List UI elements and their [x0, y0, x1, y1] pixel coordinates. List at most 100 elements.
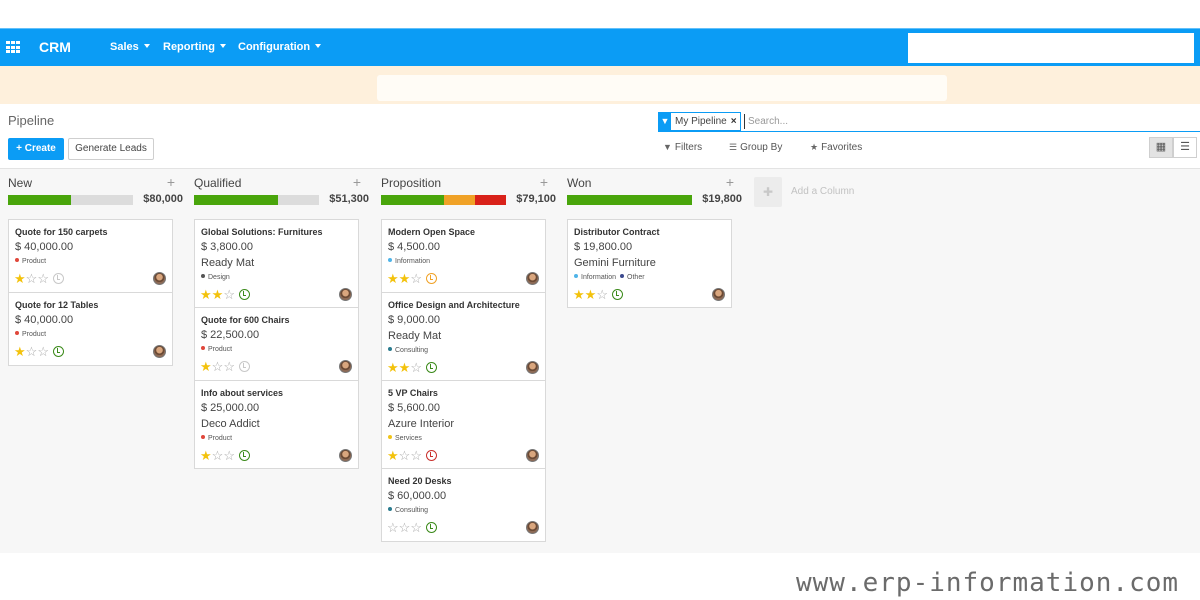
priority-stars[interactable]: ★☆☆: [14, 345, 64, 358]
priority-stars[interactable]: ★☆☆: [387, 449, 437, 462]
star-icon[interactable]: ★: [387, 360, 399, 375]
activity-clock-icon[interactable]: [425, 273, 437, 284]
lead-card[interactable]: Modern Open Space $ 4,500.00 Information ★★…: [381, 219, 546, 293]
kanban-view-button[interactable]: ▦: [1149, 137, 1173, 158]
star-icon[interactable]: ★: [398, 271, 411, 286]
star-icon[interactable]: ☆: [410, 448, 422, 463]
lead-card[interactable]: Need 20 Desks $ 60,000.00 Consulting ☆☆☆: [381, 468, 546, 542]
star-icon[interactable]: ★: [200, 287, 212, 302]
star-icon[interactable]: ★: [14, 271, 26, 286]
lead-card[interactable]: Distributor Contract $ 19,800.00 Gemini Fu…: [567, 219, 732, 308]
app-brand[interactable]: CRM: [39, 39, 71, 55]
star-icon[interactable]: ☆: [25, 271, 38, 286]
progress-segment[interactable]: [8, 195, 71, 205]
plus-icon[interactable]: ✚: [754, 177, 782, 207]
star-icon[interactable]: ☆: [410, 271, 422, 286]
priority-stars[interactable]: ★☆☆: [200, 449, 250, 462]
column-progress-bar[interactable]: [194, 195, 319, 205]
search-input[interactable]: [748, 113, 1188, 129]
priority-stars[interactable]: ★☆☆: [200, 360, 250, 373]
avatar[interactable]: [526, 521, 539, 534]
quick-create-icon[interactable]: +: [166, 174, 175, 190]
search-facet[interactable]: ▼ My Pipeline ×: [658, 112, 741, 131]
star-icon[interactable]: ☆: [37, 344, 49, 359]
star-icon[interactable]: ☆: [398, 448, 411, 463]
star-icon[interactable]: ☆: [398, 520, 411, 535]
menu-sales[interactable]: Sales: [110, 41, 150, 53]
avatar[interactable]: [526, 272, 539, 285]
star-icon[interactable]: ☆: [223, 359, 235, 374]
filters-button[interactable]: ▼ Filters: [663, 142, 703, 153]
priority-stars[interactable]: ★★☆: [200, 288, 250, 301]
star-icon[interactable]: ☆: [25, 344, 38, 359]
column-progress-bar[interactable]: [381, 195, 506, 205]
priority-stars[interactable]: ★★☆: [387, 361, 437, 374]
star-icon[interactable]: ★: [14, 344, 26, 359]
progress-segment[interactable]: [567, 195, 692, 205]
favorites-button[interactable]: ★ Favorites: [810, 142, 863, 153]
column-progress-bar[interactable]: [567, 195, 692, 205]
star-icon[interactable]: ☆: [410, 360, 422, 375]
avatar[interactable]: [526, 449, 539, 462]
priority-stars[interactable]: ★☆☆: [14, 272, 64, 285]
star-icon[interactable]: ★: [573, 287, 585, 302]
star-icon[interactable]: ★: [211, 287, 224, 302]
quick-create-icon[interactable]: +: [352, 174, 361, 190]
create-button[interactable]: + Create: [8, 138, 64, 160]
activity-clock-icon[interactable]: [52, 346, 64, 357]
lead-card[interactable]: Global Solutions: Furnitures $ 3,800.00 Re…: [194, 219, 359, 308]
star-icon[interactable]: ★: [398, 360, 411, 375]
column-progress-bar[interactable]: [8, 195, 133, 205]
apps-grid-icon[interactable]: [6, 41, 20, 53]
avatar[interactable]: [153, 272, 166, 285]
lead-card[interactable]: Quote for 150 carpets $ 40,000.00 Product ★…: [8, 219, 173, 293]
priority-stars[interactable]: ☆☆☆: [387, 521, 437, 534]
star-icon[interactable]: ☆: [596, 287, 608, 302]
star-icon[interactable]: ★: [387, 271, 399, 286]
quick-create-icon[interactable]: +: [725, 174, 734, 190]
list-view-button[interactable]: ☰: [1173, 137, 1197, 158]
avatar[interactable]: [339, 449, 352, 462]
avatar[interactable]: [712, 288, 725, 301]
progress-segment[interactable]: [381, 195, 444, 205]
star-icon[interactable]: ★: [200, 448, 212, 463]
star-icon[interactable]: ★: [200, 359, 212, 374]
star-icon[interactable]: ★: [387, 448, 399, 463]
activity-clock-icon[interactable]: [425, 522, 437, 533]
activity-clock-icon[interactable]: [425, 362, 437, 373]
star-icon[interactable]: ★: [584, 287, 597, 302]
activity-clock-icon[interactable]: [611, 289, 623, 300]
star-icon[interactable]: ☆: [223, 448, 235, 463]
generate-leads-button[interactable]: Generate Leads: [68, 138, 154, 160]
lead-card[interactable]: Info about services $ 25,000.00 Deco Addic…: [194, 380, 359, 469]
avatar[interactable]: [153, 345, 166, 358]
lead-card[interactable]: 5 VP Chairs $ 5,600.00 Azure Interior Servi…: [381, 380, 546, 469]
star-icon[interactable]: ☆: [410, 520, 422, 535]
activity-clock-icon[interactable]: [238, 289, 250, 300]
activity-clock-icon[interactable]: [52, 273, 64, 284]
quick-create-icon[interactable]: +: [539, 174, 548, 190]
lead-card[interactable]: Office Design and Architecture $ 9,000.00…: [381, 292, 546, 381]
progress-segment[interactable]: [474, 195, 506, 205]
activity-clock-icon[interactable]: [238, 361, 250, 372]
group-by-button[interactable]: ☰ Group By: [729, 142, 783, 153]
star-icon[interactable]: ☆: [223, 287, 235, 302]
star-icon[interactable]: ☆: [211, 448, 224, 463]
progress-segment[interactable]: [194, 195, 278, 205]
menu-configuration[interactable]: Configuration: [238, 41, 322, 53]
avatar[interactable]: [526, 361, 539, 374]
lead-card[interactable]: Quote for 600 Chairs $ 22,500.00 Product ★☆…: [194, 307, 359, 381]
star-icon[interactable]: ☆: [37, 271, 49, 286]
facet-remove-icon[interactable]: ×: [730, 116, 737, 127]
priority-stars[interactable]: ★★☆: [573, 288, 623, 301]
star-icon[interactable]: ☆: [211, 359, 224, 374]
activity-clock-icon[interactable]: [425, 450, 437, 461]
star-icon[interactable]: ☆: [387, 520, 399, 535]
activity-clock-icon[interactable]: [238, 450, 250, 461]
menu-reporting[interactable]: Reporting: [163, 41, 226, 53]
lead-card[interactable]: Quote for 12 Tables $ 40,000.00 Product ★☆☆: [8, 292, 173, 366]
avatar[interactable]: [339, 288, 352, 301]
priority-stars[interactable]: ★★☆: [387, 272, 437, 285]
avatar[interactable]: [339, 360, 352, 373]
progress-segment[interactable]: [443, 195, 475, 205]
